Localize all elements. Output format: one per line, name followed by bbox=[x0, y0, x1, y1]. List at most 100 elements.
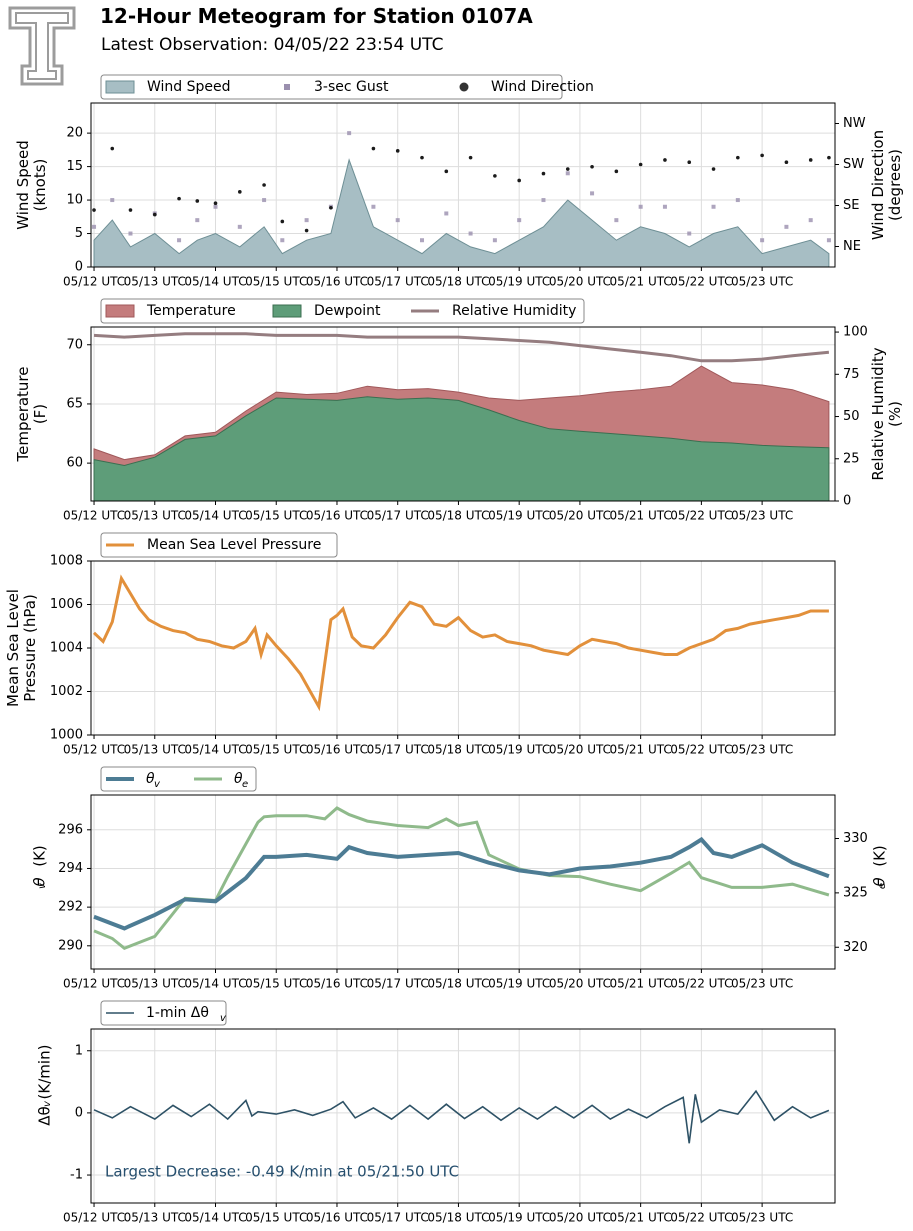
wind-direction-point bbox=[262, 183, 266, 187]
wind-direction-point bbox=[565, 167, 570, 171]
y-tick-label: 65 bbox=[66, 396, 83, 411]
panel-temp-frame bbox=[90, 326, 836, 502]
y-tick-label: 1 bbox=[75, 1043, 83, 1058]
gust-point bbox=[444, 211, 449, 216]
gust-point bbox=[237, 224, 242, 229]
panel-theta-frame bbox=[90, 794, 836, 970]
gust-point bbox=[614, 218, 619, 223]
y-axis-label-sub: v bbox=[37, 882, 48, 889]
y-tick-label: 296 bbox=[58, 822, 83, 837]
x-tick-label: 05/22 UTC bbox=[670, 977, 732, 991]
y-axis-label: Temperature bbox=[14, 366, 32, 462]
y-axis-label-unit: (K/min) bbox=[36, 1045, 54, 1100]
theta-v-line bbox=[93, 836, 830, 931]
gust-point bbox=[262, 198, 267, 203]
x-tick-label: 05/16 UTC bbox=[306, 509, 368, 523]
wind-direction-point bbox=[92, 208, 96, 212]
y-tick-label: 1002 bbox=[50, 684, 83, 699]
x-tick-label: 05/13 UTC bbox=[124, 509, 186, 523]
x-tick-label: 05/13 UTC bbox=[124, 1211, 186, 1225]
y-right-tick-label: NW bbox=[843, 116, 866, 131]
y-tick-label: 0 bbox=[75, 1105, 83, 1120]
wind-direction-point bbox=[152, 212, 157, 217]
x-tick-label: 05/17 UTC bbox=[367, 275, 429, 289]
legend-label: Mean Sea Level Pressure bbox=[147, 537, 321, 553]
x-tick-label: 05/16 UTC bbox=[306, 743, 368, 757]
y-tick-label: 292 bbox=[58, 900, 83, 915]
gust-point bbox=[468, 231, 473, 236]
gust-point bbox=[92, 224, 97, 229]
x-tick-label: 05/14 UTC bbox=[184, 977, 246, 991]
legend-box bbox=[100, 532, 338, 558]
legend-label-sub: v bbox=[220, 1013, 227, 1024]
y-right-tick-label: 0 bbox=[843, 494, 851, 509]
wind-direction-point bbox=[711, 167, 716, 171]
panel-dtheta-plot bbox=[93, 1089, 830, 1144]
wind-direction-point bbox=[195, 199, 200, 203]
university-logo bbox=[8, 6, 76, 86]
gust-point bbox=[565, 171, 570, 176]
panel-pressure-plot bbox=[92, 574, 829, 712]
x-tick-label: 05/19 UTC bbox=[488, 1211, 550, 1225]
wind-speed-area bbox=[93, 158, 830, 267]
x-tick-label: 05/19 UTC bbox=[488, 275, 550, 289]
x-tick-label: 05/18 UTC bbox=[427, 977, 489, 991]
y-right-axis-label-sub: e bbox=[877, 883, 888, 889]
wind-direction-point bbox=[541, 171, 546, 176]
legend-label: 3-sec Gust bbox=[314, 79, 389, 95]
y-tick-label: 290 bbox=[58, 938, 83, 953]
y-right-tick-label: 100 bbox=[843, 325, 868, 340]
y-axis-label: Pressure (hPa) bbox=[21, 594, 39, 702]
x-tick-label: 05/23 UTC bbox=[731, 1211, 793, 1225]
legend-swatch bbox=[105, 80, 135, 94]
panel-dtheta: v bbox=[87, 1000, 836, 1207]
x-tick-label: 05/15 UTC bbox=[245, 1211, 307, 1225]
x-tick-label: 05/20 UTC bbox=[549, 275, 611, 289]
x-tick-label: 05/18 UTC bbox=[427, 743, 489, 757]
x-tick-label: 05/15 UTC bbox=[245, 509, 307, 523]
y-right-tick-label: SW bbox=[843, 157, 864, 172]
x-tick-label: 05/23 UTC bbox=[731, 743, 793, 757]
panel-theta-plot bbox=[93, 806, 830, 951]
y-right-tick-label: 325 bbox=[843, 885, 868, 900]
x-tick-label: 05/13 UTC bbox=[124, 743, 186, 757]
y-tick-label: 5 bbox=[75, 226, 83, 241]
legend-label: Dewpoint bbox=[314, 303, 381, 319]
y-right-axis-label: (%) bbox=[886, 401, 904, 427]
x-tick-label: 05/14 UTC bbox=[184, 743, 246, 757]
legend-label: Wind Speed bbox=[147, 79, 231, 95]
legend-label: θ bbox=[146, 771, 155, 787]
wind-direction-point bbox=[736, 155, 740, 160]
legend-label: Wind Direction bbox=[491, 79, 594, 95]
wind-direction-point bbox=[110, 146, 115, 151]
gust-point bbox=[128, 231, 133, 236]
wind-direction-point bbox=[687, 160, 692, 165]
gust-point bbox=[662, 204, 667, 209]
legend-label: 1-min Δθ bbox=[146, 1005, 209, 1021]
x-tick-label: 05/12 UTC bbox=[63, 977, 125, 991]
gust-point bbox=[590, 191, 595, 196]
y-right-axis-label-unit: (K) bbox=[871, 845, 889, 867]
gust-point bbox=[304, 218, 309, 223]
x-tick-label: 05/15 UTC bbox=[245, 743, 307, 757]
gust-point bbox=[195, 218, 200, 223]
wind-direction-point bbox=[177, 196, 181, 201]
panel-temp bbox=[87, 298, 839, 505]
x-tick-label: 05/15 UTC bbox=[245, 977, 307, 991]
x-tick-label: 05/12 UTC bbox=[63, 275, 125, 289]
x-tick-label: 05/17 UTC bbox=[367, 1211, 429, 1225]
page-subtitle: Latest Observation: 04/05/22 23:54 UTC bbox=[101, 35, 444, 55]
x-tick-label: 05/12 UTC bbox=[63, 1211, 125, 1225]
x-tick-label: 05/14 UTC bbox=[184, 275, 246, 289]
x-tick-label: 05/19 UTC bbox=[488, 509, 550, 523]
legend-label-sub: v bbox=[154, 779, 161, 790]
y-tick-label: 1008 bbox=[50, 554, 83, 569]
relative-humidity-line bbox=[93, 332, 830, 363]
y-tick-label: 10 bbox=[66, 193, 83, 208]
legend-swatch bbox=[459, 82, 469, 92]
page-title: 12-Hour Meteogram for Station 0107A bbox=[100, 4, 533, 28]
wind-direction-point bbox=[280, 219, 285, 224]
panel-wind bbox=[87, 74, 839, 271]
y-tick-label: 70 bbox=[66, 337, 83, 352]
